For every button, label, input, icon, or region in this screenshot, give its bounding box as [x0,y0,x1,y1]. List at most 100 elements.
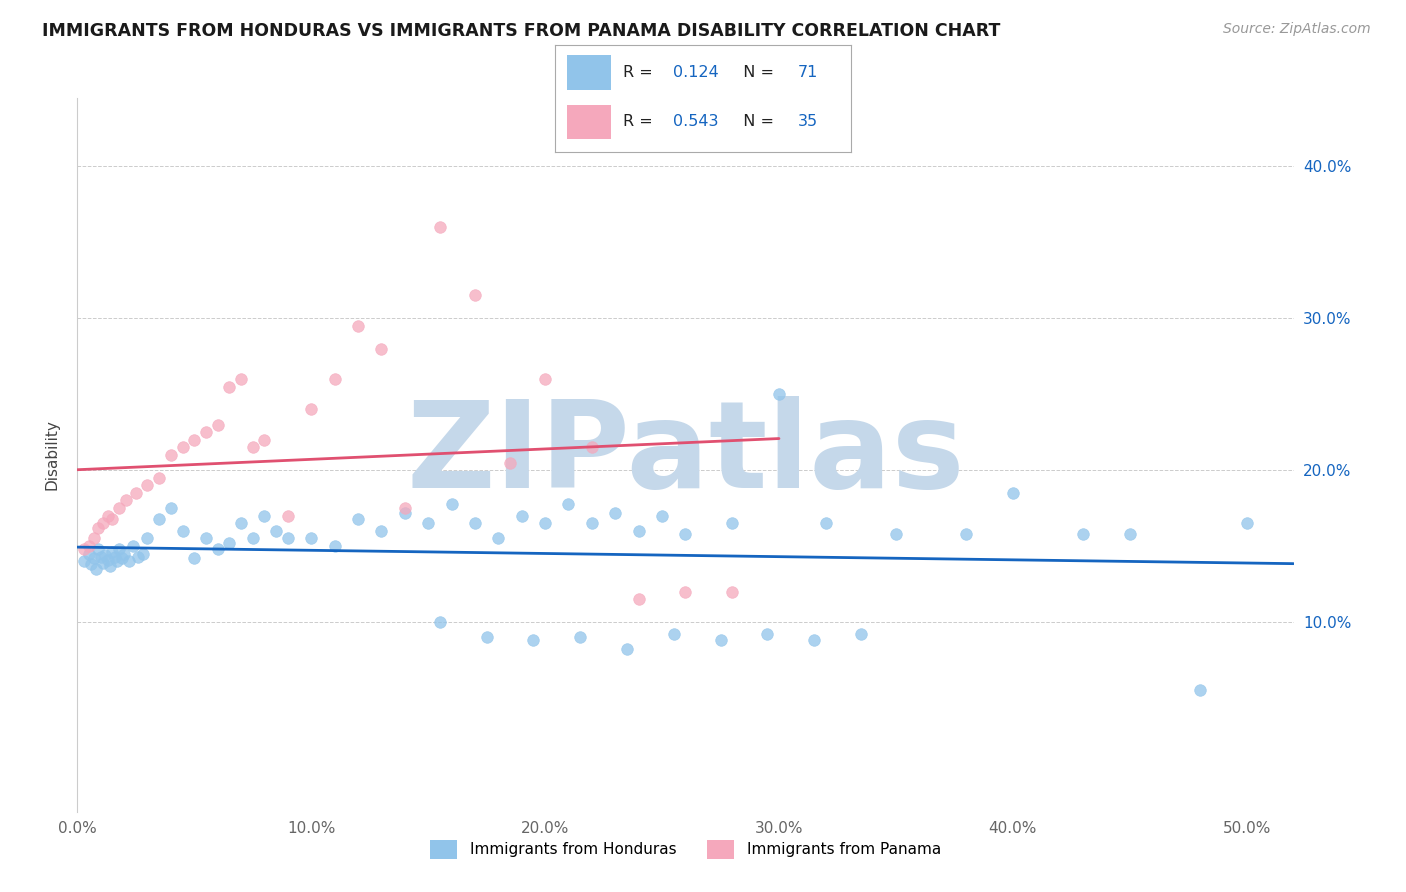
Text: N =: N = [733,65,779,80]
Point [77,547,100,561]
Point [94,548,117,562]
Point [277,532,299,546]
Point [83,551,105,566]
Point [136,478,159,492]
Text: IMMIGRANTS FROM HONDURAS VS IMMIGRANTS FROM PANAMA DISABILITY CORRELATION CHART: IMMIGRANTS FROM HONDURAS VS IMMIGRANTS F… [42,22,1001,40]
Point [323,372,346,386]
Point [464,516,486,531]
Text: R =: R = [623,114,658,129]
Point [115,493,138,508]
Point [218,379,240,393]
Point [370,342,392,356]
Point [80,558,103,572]
Point [132,547,155,561]
Point [264,524,287,538]
Point [136,532,159,546]
Point [194,425,217,439]
Point [662,627,685,641]
Point [534,516,557,531]
Point [183,551,205,566]
Point [97,508,120,523]
Point [1071,527,1094,541]
Point [148,511,170,525]
Point [242,532,264,546]
Point [84,562,107,576]
Point [475,630,498,644]
Point [77,539,100,553]
Point [616,642,638,657]
Point [721,516,744,531]
Point [218,536,240,550]
Point [112,547,135,561]
Point [370,524,392,538]
Point [183,433,205,447]
Bar [567,55,612,89]
Point [347,318,370,333]
Point [440,496,463,510]
Point [429,220,451,235]
Point [884,527,907,541]
Point [1001,486,1024,500]
Point [242,440,264,454]
Point [499,456,522,470]
Point [627,524,650,538]
Point [101,511,124,525]
Point [229,372,252,386]
Point [347,511,370,525]
Point [105,554,128,568]
Point [87,521,110,535]
Point [627,592,650,607]
Point [1236,516,1258,531]
Legend: Immigrants from Honduras, Immigrants from Panama: Immigrants from Honduras, Immigrants fro… [423,834,948,864]
Point [253,508,276,523]
Point [429,615,451,629]
Point [172,524,194,538]
Point [299,532,322,546]
Point [418,516,440,531]
Point [83,532,105,546]
Text: 71: 71 [797,65,818,80]
Text: Source: ZipAtlas.com: Source: ZipAtlas.com [1223,22,1371,37]
Point [394,501,416,516]
Point [581,516,603,531]
Point [73,554,96,568]
Point [73,542,96,557]
Point [721,584,744,599]
Point [277,508,299,523]
Point [675,527,697,541]
Point [104,549,127,564]
Point [1119,527,1142,541]
Point [522,633,544,648]
Point [207,417,229,432]
Bar [567,104,612,139]
Point [955,527,977,541]
Point [803,633,825,648]
Point [569,630,592,644]
Point [510,508,533,523]
Point [768,387,790,401]
Point [118,554,141,568]
Point [557,496,579,510]
Point [1188,683,1211,698]
Text: R =: R = [623,65,658,80]
Point [101,545,124,559]
Point [253,433,276,447]
Point [581,440,603,454]
Point [111,551,134,566]
Point [194,532,217,546]
Point [207,542,229,557]
Text: 0.543: 0.543 [673,114,718,129]
Point [90,549,112,564]
Point [160,448,183,462]
Text: N =: N = [733,114,779,129]
Point [814,516,837,531]
Point [709,633,731,648]
Point [125,486,148,500]
Point [605,506,627,520]
Point [675,584,697,599]
Point [651,508,673,523]
Point [91,516,114,531]
Y-axis label: Disability: Disability [44,419,59,491]
Point [98,558,121,573]
Point [756,627,779,641]
